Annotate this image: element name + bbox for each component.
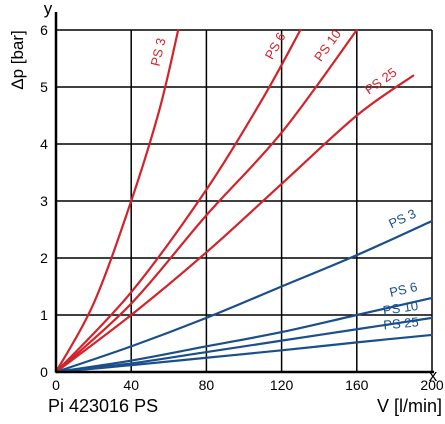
x-tick-label: 200 — [420, 377, 444, 393]
x-axis-label: V [l/min] — [377, 396, 442, 416]
series-label: PS 3 — [148, 37, 169, 68]
y-tick-label: 2 — [40, 250, 48, 266]
series-line — [54, 333, 434, 374]
series-label: PS 3 — [386, 206, 418, 231]
tick-labels: 0 40 80 120 160 200 0 1 2 3 4 5 6 — [40, 22, 444, 393]
series-line — [54, 28, 302, 374]
product-label: Pi 423016 PS — [48, 396, 158, 416]
y-tick-label: 6 — [40, 22, 48, 38]
x-tick-label: 40 — [123, 377, 139, 393]
y-tick-label: 1 — [40, 307, 48, 323]
series-label: PS 6 — [388, 279, 419, 300]
series-label: PS 25 — [383, 314, 420, 332]
y-tick-label: 5 — [40, 79, 48, 95]
x-tick-label: 160 — [345, 377, 369, 393]
series-lines — [54, 28, 434, 374]
series-line — [54, 28, 180, 374]
y-axis-letter: y — [44, 0, 53, 18]
y-tick-label: 3 — [40, 193, 48, 209]
axes — [54, 12, 434, 374]
x-tick-label: 120 — [270, 377, 294, 393]
x-tick-label: 0 — [52, 377, 60, 393]
series-line — [54, 74, 415, 374]
series-line — [54, 316, 434, 374]
series-line — [54, 219, 434, 374]
series-line — [54, 28, 358, 374]
series-label: PS 10 — [311, 27, 344, 64]
x-axis-letter: x — [429, 366, 438, 385]
x-tick-label: 80 — [199, 377, 215, 393]
series-label: PS 25 — [362, 65, 400, 98]
series-label: PS 6 — [262, 30, 289, 62]
y-tick-label: 0 — [40, 364, 48, 380]
series-label: PS 10 — [382, 298, 419, 318]
series-line — [54, 296, 434, 374]
y-axis-label: Δp [bar] — [8, 30, 27, 90]
y-tick-label: 4 — [40, 136, 48, 152]
